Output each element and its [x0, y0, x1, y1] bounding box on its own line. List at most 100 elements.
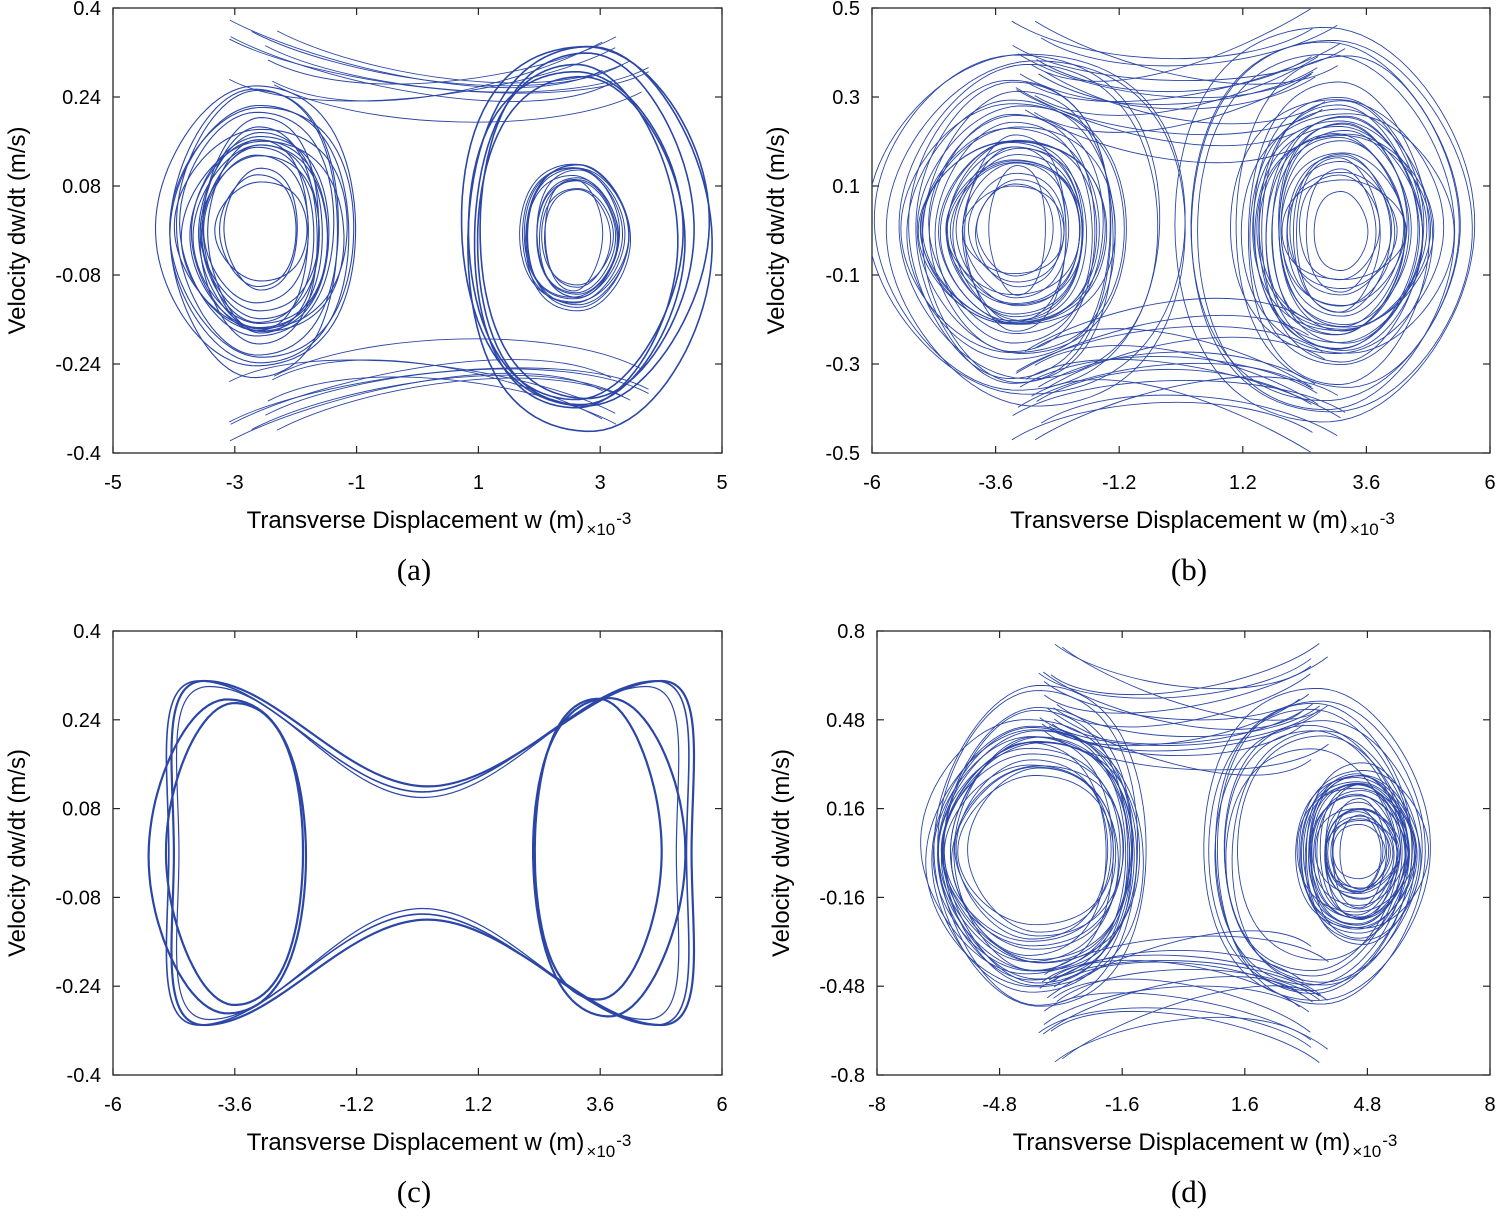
panel-caption: (a) [397, 552, 431, 587]
trajectory-loop [1265, 116, 1424, 351]
x-scale-multiplier: ×10 [586, 1142, 615, 1161]
trajectory-loop [885, 60, 1186, 407]
trajectory-bridge [1044, 731, 1329, 771]
trajectory-loop [1208, 708, 1413, 992]
trajectory-loop [1254, 126, 1424, 344]
trajectory-loop [928, 115, 1104, 334]
trajectory-loop [198, 131, 323, 330]
trajectory-bridge [229, 372, 603, 442]
trajectory-bridge [1041, 698, 1300, 747]
y-tick-label: -0.48 [819, 976, 865, 998]
trajectory-loop [949, 736, 1130, 963]
trajectory-loop [1302, 784, 1410, 925]
trajectory-bridge [1025, 358, 1341, 419]
x-scale-exponent: -3 [616, 509, 631, 528]
trajectory-loop [955, 759, 1109, 940]
trajectory-loop [1237, 735, 1409, 961]
trajectory-loop [916, 105, 1127, 354]
trajectory-loop [1225, 748, 1398, 972]
y-tick-label: -0.24 [55, 354, 101, 376]
x-tick-label: -6 [104, 1094, 122, 1116]
trajectory-bridge [1024, 109, 1309, 164]
trajectory-loop [147, 698, 308, 1015]
trajectory-loop [467, 45, 713, 433]
trajectory-loop [519, 163, 630, 303]
x-tick-label: -5 [104, 472, 122, 494]
trajectory-bridge [229, 359, 616, 414]
panel-a: -5 -3 -1 1 3 5 -0.4 -0.24 -0.08 0.08 0.24 0.4 Transv… [4, 0, 728, 587]
trajectory-loop [476, 75, 686, 406]
y-tick-label: -0.24 [55, 976, 101, 998]
trajectory-bridge [1051, 950, 1304, 983]
trajectory-loop [954, 765, 1125, 937]
trajectory-bridge [267, 376, 617, 425]
y-tick-label: 0.24 [62, 87, 101, 109]
trajectory-bridge [1034, 376, 1338, 441]
y-tick-label: 0.8 [837, 621, 865, 643]
trajectory-bridge [230, 36, 612, 102]
y-tick-label: -0.08 [55, 265, 101, 287]
trajectory-loop [522, 167, 626, 304]
trajectory-bridge [1034, 345, 1319, 405]
x-axis-label: Transverse Displacement w (m) [247, 1129, 585, 1156]
trajectory-loop [932, 736, 1131, 972]
trajectory-loop [1330, 818, 1391, 889]
y-tick-label: 0.4 [73, 621, 101, 643]
trajectory-loop [945, 159, 1081, 296]
trajectory-bridge [1043, 985, 1309, 1025]
trajectory-loop [525, 164, 631, 312]
trajectory-loop [1215, 702, 1413, 994]
trajectory-loop [219, 174, 297, 288]
trajectory-loop [1311, 795, 1407, 906]
trajectory-loop [1231, 730, 1415, 986]
trajectory-bridge [1044, 656, 1328, 714]
trajectory-bridge [273, 338, 642, 377]
trajectory-bridge [1031, 8, 1311, 82]
trajectory-loop [175, 89, 339, 356]
trajectory-loop [223, 167, 298, 291]
trajectory-cross-well [165, 680, 690, 1026]
trajectory-loop [1271, 115, 1420, 344]
trajectory-loop [1313, 790, 1410, 920]
trajectory-loop [962, 162, 1070, 299]
trajectory-bridge [229, 19, 603, 89]
x-tick-label: -1.2 [339, 1094, 373, 1116]
trajectory-loop [945, 146, 1083, 315]
trajectory-loop [920, 127, 1100, 325]
trajectory-loop [479, 52, 695, 400]
y-tick-label: 0.48 [826, 710, 865, 732]
x-tick-label: -1 [348, 472, 366, 494]
trajectory-loop [1258, 104, 1419, 350]
plot-frame [112, 7, 723, 454]
trajectory-bridge [1056, 704, 1320, 738]
trajectory-bridge [1024, 297, 1309, 352]
trajectory-bridge [1049, 710, 1321, 752]
trajectory-bridge [1019, 67, 1318, 105]
x-scale-exponent: -3 [1382, 1131, 1397, 1150]
trajectory-loop [1314, 808, 1402, 895]
panel-d: -8 -4.8 -1.6 1.6 4.8 8 -0.8 -0.48 -0.16 0.16 0.48 0… [768, 621, 1496, 1209]
trajectory-loop [900, 103, 1125, 354]
trajectory-bridge [1039, 960, 1320, 997]
trajectory-bridge [1017, 53, 1314, 99]
x-scale-multiplier: ×10 [1350, 520, 1379, 539]
x-tick-label: 1.6 [1231, 1094, 1259, 1116]
trajectory-loop [460, 45, 711, 407]
trajectory-loop [908, 79, 1111, 379]
trajectory-bridge [1038, 351, 1316, 388]
trajectory-loop [532, 697, 687, 1018]
trajectory-bridge [273, 84, 642, 123]
trajectory-loop [1174, 27, 1476, 423]
trajectory-bridge [1054, 703, 1313, 745]
trajectory-loop [1197, 53, 1456, 411]
trajectory-loop [933, 684, 1147, 1007]
x-scale-multiplier: ×10 [1352, 1142, 1381, 1161]
trajectory-loop [915, 81, 1112, 384]
trajectory-bridge [1015, 314, 1309, 374]
y-tick-label: 0.08 [62, 176, 101, 198]
x-tick-label: -3.6 [218, 1094, 252, 1116]
trajectory-bridge [1047, 930, 1312, 999]
trajectory-loop [1301, 775, 1418, 934]
x-tick-label: 3.6 [586, 1094, 614, 1116]
